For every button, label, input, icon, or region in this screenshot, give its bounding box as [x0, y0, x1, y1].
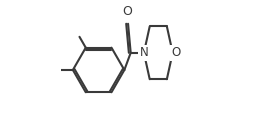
Text: O: O — [171, 46, 180, 59]
Text: O: O — [123, 5, 133, 18]
Text: N: N — [139, 46, 148, 59]
